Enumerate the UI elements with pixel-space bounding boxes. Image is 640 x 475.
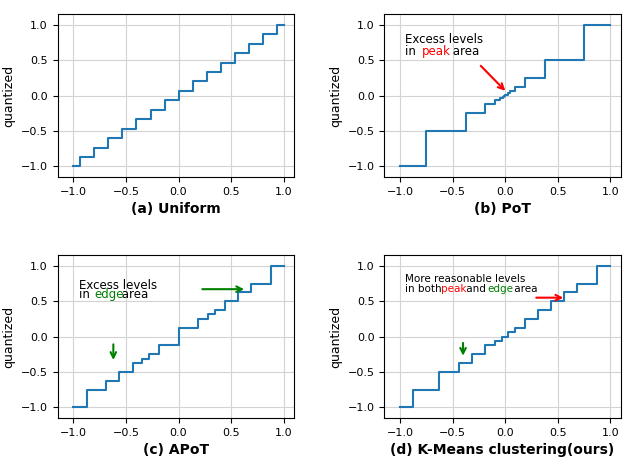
Text: edge: edge [487,284,513,294]
Text: peak: peak [441,284,467,294]
Text: edge: edge [95,288,124,302]
Text: and: and [463,284,489,294]
Y-axis label: quantized: quantized [329,305,342,368]
Y-axis label: quantized: quantized [3,65,15,127]
Text: in: in [79,288,93,302]
X-axis label: (d) K-Means clustering(ours): (d) K-Means clustering(ours) [390,443,614,457]
X-axis label: (c) APoT: (c) APoT [143,443,209,457]
Text: area: area [511,284,538,294]
X-axis label: (a) Uniform: (a) Uniform [131,202,221,216]
X-axis label: (b) PoT: (b) PoT [474,202,531,216]
Text: in: in [405,45,420,57]
Text: in both: in both [405,284,445,294]
Text: Excess levels: Excess levels [405,33,483,47]
Text: More reasonable levels: More reasonable levels [405,274,525,285]
Y-axis label: quantized: quantized [329,65,342,127]
Text: area: area [118,288,148,302]
Text: Excess levels: Excess levels [79,278,157,292]
Y-axis label: quantized: quantized [3,305,15,368]
Text: area: area [449,45,479,57]
Text: peak: peak [422,45,451,57]
